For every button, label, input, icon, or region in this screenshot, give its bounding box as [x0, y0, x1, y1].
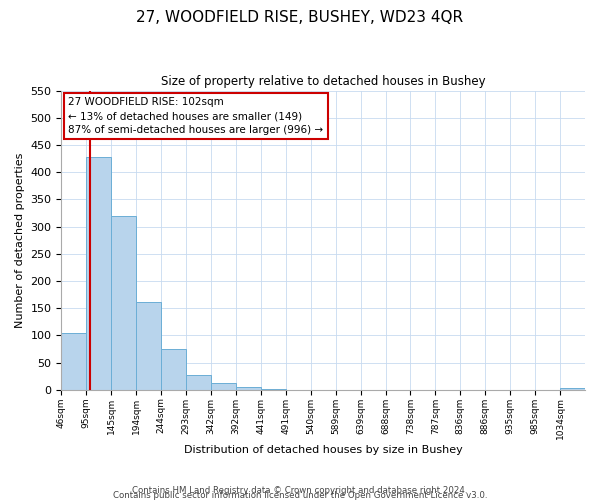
- Bar: [86, 157, 111, 390]
- Bar: [136, 302, 161, 390]
- Y-axis label: Number of detached properties: Number of detached properties: [15, 152, 25, 328]
- Bar: [560, 388, 585, 390]
- Bar: [111, 216, 136, 390]
- Text: Contains HM Land Registry data © Crown copyright and database right 2024.: Contains HM Land Registry data © Crown c…: [132, 486, 468, 495]
- Bar: [236, 387, 261, 390]
- Bar: [211, 382, 236, 390]
- Text: Contains public sector information licensed under the Open Government Licence v3: Contains public sector information licen…: [113, 490, 487, 500]
- Bar: [261, 388, 286, 390]
- Bar: [161, 349, 186, 390]
- Bar: [61, 332, 86, 390]
- X-axis label: Distribution of detached houses by size in Bushey: Distribution of detached houses by size …: [184, 445, 463, 455]
- Text: 27, WOODFIELD RISE, BUSHEY, WD23 4QR: 27, WOODFIELD RISE, BUSHEY, WD23 4QR: [136, 10, 464, 25]
- Title: Size of property relative to detached houses in Bushey: Size of property relative to detached ho…: [161, 75, 485, 88]
- Text: 27 WOODFIELD RISE: 102sqm
← 13% of detached houses are smaller (149)
87% of semi: 27 WOODFIELD RISE: 102sqm ← 13% of detac…: [68, 97, 323, 135]
- Bar: [186, 375, 211, 390]
